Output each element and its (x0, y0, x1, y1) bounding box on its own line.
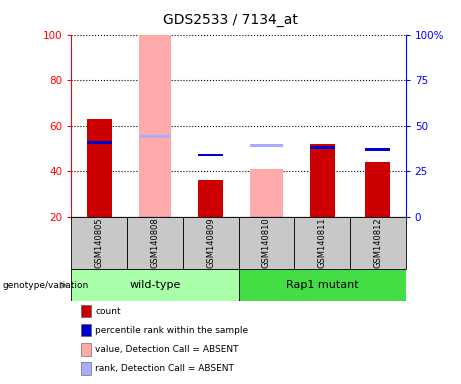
Text: Rap1 mutant: Rap1 mutant (286, 280, 359, 290)
Text: wild-type: wild-type (130, 280, 181, 290)
Bar (87, 141, 112, 144)
Text: rank, Detection Call = ABSENT: rank, Detection Call = ABSENT (95, 364, 234, 373)
Text: GSM140811: GSM140811 (318, 218, 327, 268)
Bar (127, 217, 183, 269)
Bar (294, 217, 350, 269)
Text: value, Detection Call = ABSENT: value, Detection Call = ABSENT (95, 345, 239, 354)
Text: count: count (95, 306, 121, 316)
Text: percentile rank within the sample: percentile rank within the sample (95, 326, 248, 335)
Bar (365, 162, 390, 217)
Bar (139, 35, 171, 217)
Bar (310, 144, 335, 217)
Text: GSM140812: GSM140812 (373, 218, 382, 268)
Bar (250, 144, 283, 147)
Bar (365, 148, 390, 151)
Text: GSM140805: GSM140805 (95, 218, 104, 268)
Text: genotype/variation: genotype/variation (2, 281, 89, 290)
Bar (71, 217, 127, 269)
Bar (250, 169, 283, 217)
Bar (198, 154, 223, 156)
Bar (238, 269, 406, 301)
Bar (183, 217, 238, 269)
Text: GSM140808: GSM140808 (150, 217, 160, 268)
Bar (350, 217, 406, 269)
Bar (87, 119, 112, 217)
Bar (139, 135, 171, 138)
Bar (310, 146, 335, 149)
Text: GSM140809: GSM140809 (206, 218, 215, 268)
Text: GSM140810: GSM140810 (262, 218, 271, 268)
Bar (71, 269, 239, 301)
Bar (198, 180, 223, 217)
Text: GDS2533 / 7134_at: GDS2533 / 7134_at (163, 13, 298, 27)
Bar (238, 217, 294, 269)
